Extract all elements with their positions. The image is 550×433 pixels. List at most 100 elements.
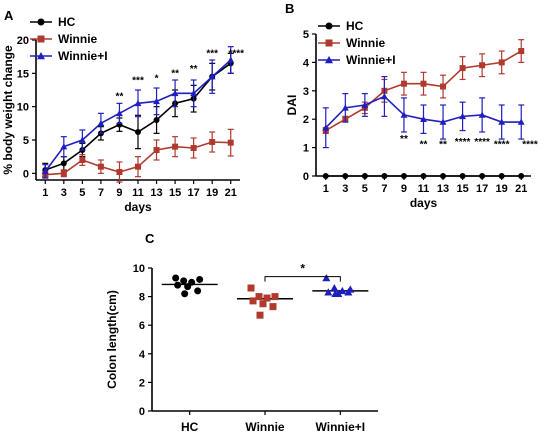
significance-label: ** <box>420 140 428 151</box>
x-tick-label: 9 <box>116 187 122 199</box>
x-tick-label: 7 <box>98 187 104 199</box>
data-point <box>172 274 180 282</box>
x-tick-label: 11 <box>418 183 430 195</box>
data-point <box>259 300 267 308</box>
x-category-label: Winnie <box>245 420 285 433</box>
significance-label: ** <box>190 64 198 75</box>
x-tick-label: 3 <box>61 187 67 199</box>
data-point <box>439 118 447 125</box>
significance-label: * <box>155 73 159 84</box>
x-tick-label: 5 <box>79 187 85 199</box>
data-point <box>78 136 86 143</box>
group-winnie-i <box>312 273 369 297</box>
data-point <box>190 89 198 97</box>
panel-letter-b: B <box>285 1 294 16</box>
data-point <box>498 118 506 125</box>
significance-label: *** <box>206 49 218 60</box>
data-point <box>249 297 257 305</box>
x-tick-label: 15 <box>456 183 468 195</box>
data-point <box>479 62 486 69</box>
significance-label: **** <box>474 137 490 148</box>
data-point <box>174 281 182 289</box>
data-point <box>184 283 192 291</box>
series-hc <box>322 173 525 179</box>
data-point <box>498 59 505 66</box>
significance-label: ** <box>439 140 447 151</box>
significance-label: ** <box>171 69 179 80</box>
x-tick-label: 13 <box>150 187 162 199</box>
group-hc <box>161 274 218 298</box>
legend-marker <box>37 18 45 26</box>
data-point <box>97 119 105 127</box>
data-point <box>342 173 349 179</box>
data-point <box>256 311 264 319</box>
data-point <box>194 287 202 295</box>
y-tick-label: 8 <box>139 292 145 304</box>
x-tick-label: 19 <box>496 183 508 195</box>
data-point <box>361 101 369 108</box>
data-point <box>518 173 525 179</box>
x-category-label: Winnie+I <box>316 420 366 433</box>
data-point <box>440 83 447 90</box>
data-point <box>420 115 427 122</box>
y-tick-label: 3 <box>303 86 309 98</box>
data-point <box>322 173 329 179</box>
data-point <box>269 303 277 311</box>
data-point <box>227 56 235 63</box>
legend-marker <box>325 22 333 30</box>
data-point <box>227 139 234 146</box>
legend-label: HC <box>58 15 76 29</box>
group-winnie <box>237 284 293 319</box>
x-axis-label: days <box>410 196 438 210</box>
data-point <box>190 145 197 151</box>
data-point <box>517 118 525 125</box>
data-point <box>181 290 189 298</box>
x-tick-label: 3 <box>342 183 348 195</box>
data-point <box>153 117 160 123</box>
y-tick-label: 20 <box>17 35 29 47</box>
data-point <box>97 163 104 170</box>
data-point <box>135 129 141 135</box>
data-point <box>79 157 86 163</box>
data-point <box>41 167 49 175</box>
x-tick-label: 1 <box>323 183 329 195</box>
data-point <box>196 275 204 283</box>
significance-bracket <box>264 276 341 282</box>
legend-label: Winnie+I <box>346 53 396 67</box>
y-tick-label: 10 <box>133 263 145 275</box>
x-tick-label: 17 <box>476 183 488 195</box>
data-point <box>209 139 216 145</box>
significance-label: *** <box>132 75 144 86</box>
x-tick-label: 15 <box>169 187 181 199</box>
legend-marker <box>37 35 45 43</box>
x-tick-label: 17 <box>188 187 200 199</box>
data-point <box>381 173 388 179</box>
data-point <box>344 288 353 296</box>
legend-label: Winnie+I <box>58 49 108 63</box>
y-tick-label: 4 <box>303 57 310 69</box>
data-point <box>331 289 340 297</box>
data-point <box>324 288 333 296</box>
data-point <box>60 143 68 150</box>
y-tick-label: 5 <box>303 29 309 41</box>
data-point <box>255 293 263 301</box>
data-point <box>153 97 160 105</box>
data-point <box>380 93 388 100</box>
data-point <box>400 80 407 87</box>
data-point <box>134 99 142 107</box>
data-point <box>322 124 330 131</box>
data-point <box>459 173 466 179</box>
x-tick-label: 1 <box>42 187 48 199</box>
y-axis-label: DAI <box>285 95 299 116</box>
series-winnie-i <box>322 75 525 149</box>
significance-label: **** <box>494 140 510 151</box>
data-point <box>478 111 486 118</box>
data-point <box>498 173 505 179</box>
data-point <box>400 111 408 118</box>
legend-label: HC <box>346 19 364 33</box>
y-tick-label: 0 <box>139 406 145 418</box>
data-point <box>479 173 486 179</box>
